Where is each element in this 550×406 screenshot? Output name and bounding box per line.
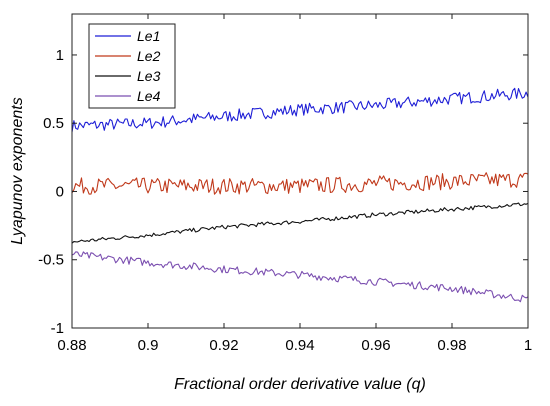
- legend-label-le4: Le4: [137, 88, 161, 104]
- series-line-le2: [71, 172, 529, 195]
- x-tick-label: 0.92: [209, 337, 238, 354]
- x-tick-label: 0.98: [437, 337, 466, 354]
- x-axis-label: Fractional order derivative value (q): [174, 376, 426, 393]
- series-layer: [71, 87, 529, 303]
- x-tick-label: 0.96: [361, 337, 390, 354]
- legend-box: [88, 23, 176, 109]
- y-tick-label: 0: [56, 183, 64, 200]
- y-tick-label: -1: [51, 320, 64, 337]
- y-tick-label: -0.5: [38, 252, 64, 269]
- y-axis-label: Lyapunov exponents: [9, 97, 26, 244]
- x-tick-label: 0.9: [138, 337, 159, 354]
- x-tick-label: 0.88: [57, 337, 86, 354]
- series-line-le4: [71, 251, 529, 303]
- y-tick-label: 0.5: [43, 115, 64, 132]
- series-line-le3: [71, 202, 529, 244]
- legend-label-le1: Le1: [137, 28, 160, 44]
- ticks-layer: 0.88 0.9 0.92 0.94 0.96 0.98 1 -1 -0.5 0 0.5 1: [38, 14, 532, 354]
- x-tick-label: 1: [524, 337, 532, 354]
- x-tick-label: 0.94: [285, 337, 314, 354]
- legend: Le1 Le2 Le3 Le4: [88, 23, 176, 109]
- legend-label-le3: Le3: [137, 68, 161, 84]
- y-tick-label: 1: [56, 47, 64, 64]
- series-line-le1: [71, 87, 529, 133]
- legend-label-le2: Le2: [137, 48, 161, 64]
